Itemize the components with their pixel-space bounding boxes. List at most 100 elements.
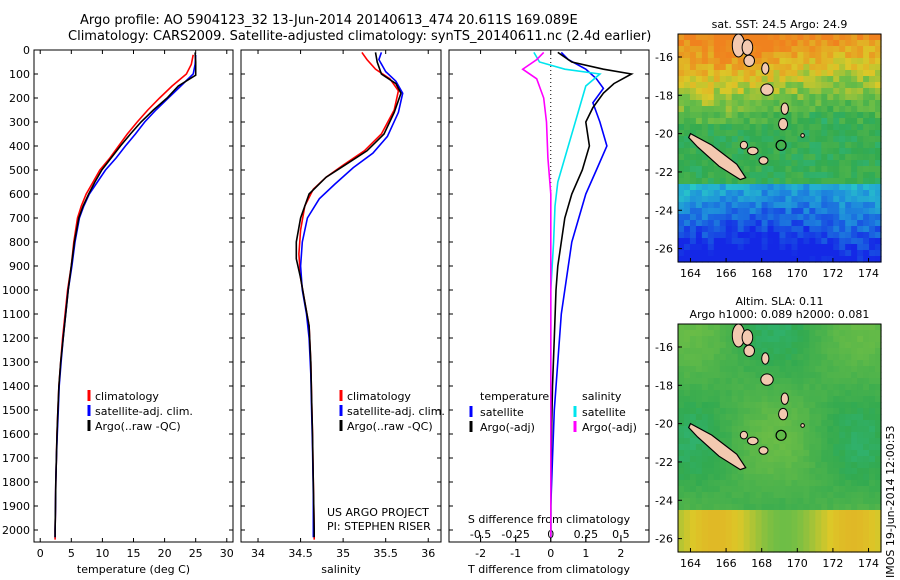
map-cell: [725, 360, 733, 367]
map-cell: [785, 202, 793, 209]
map-cell: [701, 486, 709, 493]
map-cell: [869, 202, 876, 209]
map-cell: [755, 534, 763, 541]
map-cell: [815, 172, 822, 179]
map-cell: [845, 474, 852, 481]
map-cell: [833, 118, 840, 125]
map-cell: [713, 522, 721, 529]
differences-xtick-label: -2: [475, 547, 486, 560]
map-cell: [707, 202, 715, 209]
map-cell: [707, 342, 715, 349]
map-cell: [689, 414, 697, 421]
map-cell: [821, 220, 828, 227]
map-cell: [851, 420, 858, 427]
map-cell: [869, 438, 876, 445]
map-cell: [731, 360, 739, 367]
imos-credit: IMOS 19-Jun-2014 12:00:53: [884, 425, 897, 578]
map-cell: [767, 492, 775, 499]
map-cell: [791, 40, 799, 47]
map-cell: [869, 426, 876, 433]
map-cell: [815, 504, 822, 511]
map-cell: [839, 100, 846, 107]
map-cell: [725, 438, 733, 445]
map-cell: [725, 432, 733, 439]
map-cell: [779, 82, 787, 89]
map-cell: [701, 232, 709, 239]
map-cell: [791, 384, 799, 391]
map-cell: [749, 498, 757, 505]
panel-differences: -2 -1 0 1 2T difference from climatology-0.5…: [448, 49, 650, 576]
map-cell: [701, 196, 709, 203]
map-cell: [678, 366, 685, 373]
map-cell: [689, 504, 697, 511]
map-cell: [725, 426, 733, 433]
map-cell: [731, 432, 739, 439]
map-cell: [779, 256, 787, 263]
map-cell: [773, 178, 781, 185]
map-cell: [707, 250, 715, 257]
map-cell: [797, 474, 804, 481]
map-cell: [797, 348, 804, 355]
map-cell: [815, 492, 822, 499]
map-cell: [719, 366, 727, 373]
map-cell: [815, 384, 822, 391]
map-cell: [785, 214, 793, 221]
map-cell: [707, 462, 715, 469]
map-cell: [815, 94, 822, 101]
map-cell: [713, 534, 721, 541]
map-cell: [737, 214, 745, 221]
map-cell: [731, 148, 739, 155]
map-cell: [875, 238, 882, 245]
map-cell: [791, 196, 799, 203]
map-cell: [695, 510, 703, 517]
map-cell: [767, 408, 775, 415]
map-cell: [713, 124, 721, 131]
map-cell: [857, 154, 864, 161]
map-cell: [857, 148, 864, 155]
depth-tick-label: 1300: [2, 356, 30, 369]
map-cell: [761, 190, 769, 197]
map-cell: [767, 474, 775, 481]
map-cell: [743, 238, 751, 245]
map-cell: [845, 220, 852, 227]
map-cell: [827, 46, 834, 53]
map-cell: [827, 172, 834, 179]
map-cell: [707, 226, 715, 233]
map-cell: [839, 172, 846, 179]
map-cell: [857, 426, 864, 433]
map-cell: [749, 534, 757, 541]
map-cell: [773, 408, 781, 415]
map-cell: [857, 414, 864, 421]
map-cell: [767, 396, 775, 403]
map-cell: [713, 136, 721, 143]
differences-frame: [448, 49, 650, 543]
map-cell: [779, 354, 787, 361]
map-cell: [749, 220, 757, 227]
map-cell: [833, 220, 840, 227]
map-cell: [743, 172, 751, 179]
map-cell: [827, 148, 834, 155]
map-cell: [833, 112, 840, 119]
map-cell: [725, 474, 733, 481]
map-cell: [707, 498, 715, 505]
map-cell: [773, 34, 781, 41]
map-cell: [845, 540, 852, 547]
map-cell: [863, 450, 870, 457]
map-cell: [827, 324, 834, 331]
map-cell: [875, 142, 882, 149]
map-cell: [803, 462, 810, 469]
map-cell: [701, 510, 709, 517]
map-cell: [827, 70, 834, 77]
map-cell: [809, 46, 816, 53]
map-cell: [749, 232, 757, 239]
map-cell: [767, 124, 775, 131]
map-cell: [785, 124, 793, 131]
map-cell: [815, 348, 822, 355]
map-cell: [851, 498, 858, 505]
map-cell: [767, 34, 775, 41]
map-cell: [845, 330, 852, 337]
map-cell: [821, 232, 828, 239]
map-cell: [869, 154, 876, 161]
map-cell: [725, 420, 733, 427]
map-cell: [701, 408, 709, 415]
